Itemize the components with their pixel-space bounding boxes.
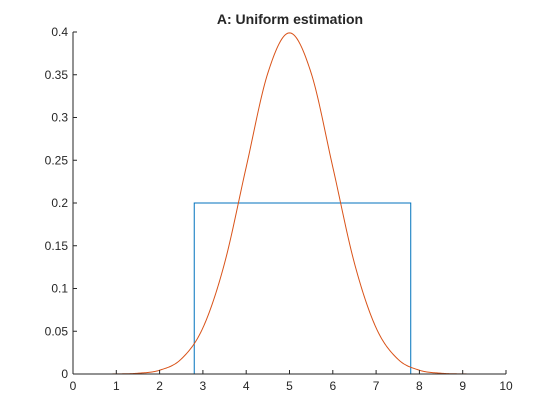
x-tick-label: 0 (70, 379, 77, 393)
chart-title: A: Uniform estimation (217, 11, 363, 27)
y-tick-label: 0.15 (45, 239, 69, 253)
x-tick-label: 6 (329, 379, 336, 393)
y-tick-label: 0.3 (51, 111, 68, 125)
y-tick-label: 0.35 (45, 68, 69, 82)
y-tick-label: 0.25 (45, 153, 69, 167)
x-tick-label: 3 (200, 379, 207, 393)
x-tick-label: 1 (113, 379, 120, 393)
y-tick-label: 0.2 (51, 196, 68, 210)
y-tick-label: 0.4 (51, 25, 68, 39)
y-tick-label: 0.05 (45, 324, 69, 338)
x-tick-label: 4 (243, 379, 250, 393)
x-tick-label: 2 (156, 379, 163, 393)
y-tick-label: 0 (61, 367, 68, 381)
x-tick-label: 9 (459, 379, 466, 393)
x-tick-label: 8 (416, 379, 423, 393)
x-tick-label: 7 (373, 379, 380, 393)
x-tick-label: 5 (286, 379, 293, 393)
axis-layer: 0 1 2 3 4 5 6 7 8 9 10 0 0.05 0.1 0.15 0.2 0.25 0.3 0.35 0.… (45, 25, 513, 393)
plot-area: 0 1 2 3 4 5 6 7 8 9 10 0 0.05 0.1 0.15 0.2 0.25 0.3 0.35 0.… (45, 25, 513, 393)
x-tick-label: 10 (499, 379, 513, 393)
series-line-2 (73, 32, 506, 375)
y-tick-label: 0.1 (51, 282, 68, 296)
